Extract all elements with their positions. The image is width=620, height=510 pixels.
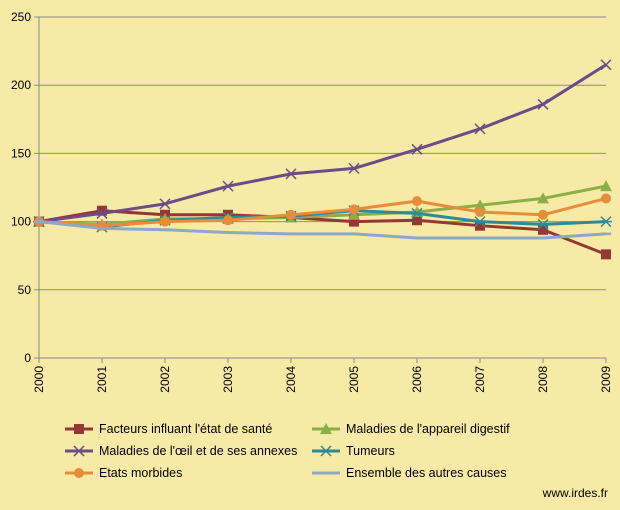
legend-entry: Maladies de l'œil et de ses annexes [65, 444, 297, 458]
marker-square [538, 224, 548, 235]
legend-entry: Tumeurs [312, 444, 395, 458]
watermark: www.irdes.fr [542, 486, 608, 500]
marker-x [285, 168, 297, 180]
marker-square [412, 215, 422, 226]
series-dash [34, 220, 611, 240]
marker-x [96, 207, 108, 219]
marker-square [97, 205, 107, 216]
marker-circle [223, 215, 233, 226]
marker-circle [475, 207, 485, 218]
marker-star [411, 207, 423, 219]
marker-x [222, 180, 234, 192]
marker-star [600, 216, 612, 228]
x-tick-label: 2009 [599, 366, 613, 393]
marker-star [320, 445, 332, 457]
x-tick-label: 2005 [347, 366, 361, 393]
series-circle [34, 193, 611, 231]
marker-square [475, 220, 485, 231]
y-axis-ticks: 0 50 100 150 200 250 [11, 10, 39, 365]
marker-circle [349, 204, 359, 215]
marker-square [74, 424, 84, 434]
marker-circle [538, 209, 548, 220]
series-line [38, 63, 607, 224]
marker-x [411, 143, 423, 155]
y-tick-label: 150 [11, 146, 31, 160]
legend-label: Etats morbides [99, 466, 182, 480]
legend: Facteurs influant l'état de santé Maladie… [65, 422, 510, 480]
marker-triangle [537, 192, 549, 204]
axes [38, 17, 606, 359]
marker-triangle [474, 199, 486, 211]
legend-label: Ensemble des autres causes [346, 466, 507, 480]
y-tick-label: 100 [11, 215, 31, 229]
y-tick-label: 250 [11, 10, 31, 24]
legend-label: Maladies de l'appareil digestif [346, 422, 510, 436]
marker-circle [74, 468, 84, 478]
x-tick-label: 2008 [536, 366, 550, 393]
series-line [38, 184, 607, 226]
x-tick-label: 2007 [473, 366, 487, 393]
legend-entry: Maladies de l'appareil digestif [312, 422, 510, 436]
marker-star [474, 216, 486, 228]
y-tick-label: 200 [11, 78, 31, 92]
x-tick-label: 2002 [158, 366, 172, 393]
legend-entry: Facteurs influant l'état de santé [65, 422, 272, 436]
marker-triangle [600, 180, 612, 192]
legend-entry: Ensemble des autres causes [312, 466, 507, 480]
y-tick-label: 50 [18, 283, 32, 297]
series-lines [33, 59, 612, 260]
marker-x [537, 98, 549, 110]
marker-circle [160, 216, 170, 227]
marker-x [159, 198, 171, 210]
gridlines [39, 16, 606, 291]
marker-star [537, 218, 549, 230]
marker-triangle [320, 423, 332, 434]
legend-entry: Etats morbides [65, 466, 182, 480]
marker-circle [601, 193, 611, 204]
series-line [38, 220, 607, 240]
series-line [38, 209, 607, 256]
marker-circle [412, 196, 422, 207]
x-tick-label: 2000 [32, 366, 46, 393]
y-tick-label: 0 [24, 351, 31, 365]
marker-circle [286, 209, 296, 220]
x-axis-ticks: 2000 2001 2002 2003 2004 2005 2006 2007 2008 2009 [32, 358, 613, 393]
marker-x [348, 162, 360, 174]
marker-x [600, 59, 612, 71]
legend-label: Maladies de l'œil et de ses annexes [99, 444, 297, 458]
x-tick-label: 2001 [95, 366, 109, 393]
marker-x [474, 123, 486, 135]
series-line [38, 196, 607, 228]
legend-label: Tumeurs [346, 444, 395, 458]
legend-label: Facteurs influant l'état de santé [99, 422, 272, 436]
x-tick-label: 2004 [284, 366, 298, 393]
marker-square [349, 216, 359, 227]
marker-x [73, 445, 85, 457]
x-tick-label: 2006 [410, 366, 424, 393]
marker-square [601, 249, 611, 260]
x-tick-label: 2003 [221, 366, 235, 393]
